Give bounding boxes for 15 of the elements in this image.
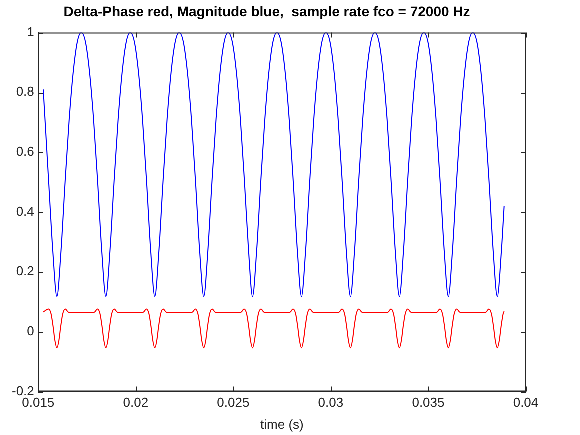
- x-tick-label: 0.025: [217, 395, 250, 410]
- x-tick-label: 0.03: [318, 395, 344, 410]
- y-tick-label: 0.4: [16, 204, 34, 219]
- y-tick-label: 0: [27, 324, 34, 339]
- y-tick-label: 0.2: [16, 264, 34, 279]
- line-series: [42, 32, 505, 298]
- y-tick-label: 0.6: [16, 144, 34, 160]
- y-tick-label: 0.8: [16, 84, 34, 100]
- x-axis-title: time (s): [260, 416, 304, 432]
- x-tick-label: 0.04: [513, 395, 539, 410]
- y-tick-label: 1: [27, 24, 34, 40]
- x-tick-label: 0.02: [123, 395, 149, 410]
- x-tick-label: 0.035: [412, 395, 445, 410]
- line-series: [42, 308, 505, 349]
- chart-title: Delta-Phase red, Magnitude blue, sample rate fco = 72000 Hz: [64, 3, 470, 20]
